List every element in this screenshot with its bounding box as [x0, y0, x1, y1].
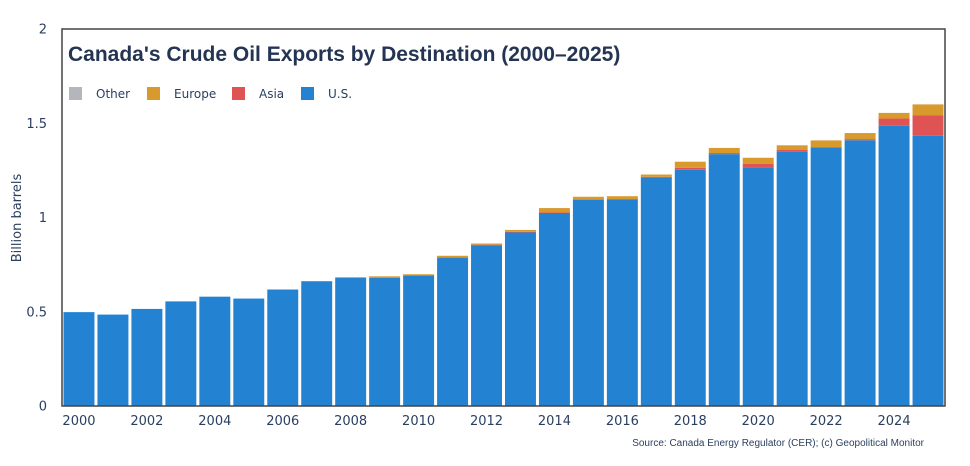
x-tick-label: 2024 — [878, 414, 911, 429]
legend-item-u-s[interactable]: U.S. — [301, 87, 352, 101]
bar-europe-2013 — [505, 229, 536, 232]
bar-u-s-2017 — [640, 177, 672, 406]
bar-u-s-2018 — [674, 169, 706, 406]
bar-u-s-2010 — [403, 275, 435, 406]
bar-u-s-2002 — [131, 308, 163, 406]
bar-u-s-2006 — [267, 289, 299, 406]
bar-asia-2021 — [776, 150, 808, 152]
legend-item-europe[interactable]: Europe — [147, 87, 216, 101]
x-tick-label: 2020 — [742, 414, 775, 429]
bar-asia-2013 — [505, 231, 536, 233]
bar-asia-2016 — [606, 199, 638, 200]
x-tick-label: 2008 — [334, 414, 367, 429]
legend-label: Other — [96, 87, 130, 101]
legend-item-asia[interactable]: Asia — [232, 87, 284, 101]
legend-label: Asia — [259, 87, 284, 101]
x-tick-label: 2010 — [402, 414, 435, 429]
source-note: Source: Canada Energy Regulator (CER); (… — [632, 438, 924, 449]
bar-asia-2024 — [878, 118, 910, 126]
plot-frame — [61, 28, 946, 407]
bar-u-s-2020 — [742, 167, 774, 406]
bar-u-s-2015 — [572, 199, 604, 406]
bar-u-s-2019 — [708, 154, 740, 406]
bar-asia-2025 — [912, 115, 944, 136]
bar-asia-2020 — [742, 163, 774, 168]
x-tick-label: 2018 — [674, 414, 707, 429]
bar-europe-2022 — [810, 140, 842, 147]
bar-u-s-2007 — [301, 281, 333, 406]
legend-item-other[interactable]: Other — [69, 87, 130, 101]
x-tick-label: 2002 — [130, 414, 163, 429]
bar-u-s-2011 — [437, 258, 469, 406]
bar-asia-2019 — [708, 153, 740, 155]
bar-asia-2012 — [471, 244, 502, 246]
bar-asia-2010 — [403, 275, 435, 276]
legend-swatch — [301, 87, 314, 100]
bar-europe-2017 — [640, 174, 672, 177]
bar-europe-2009 — [369, 276, 401, 278]
bar-u-s-2024 — [878, 125, 910, 406]
y-tick-label: 2 — [39, 23, 47, 38]
y-tick-label: 0.5 — [26, 305, 47, 320]
bar-europe-2018 — [674, 161, 706, 168]
bar-u-s-2008 — [335, 277, 367, 406]
bar-u-s-2000 — [63, 312, 95, 406]
chart-title: Canada's Crude Oil Exports by Destinatio… — [68, 43, 620, 66]
y-axis-title: Billion barrels — [10, 174, 25, 263]
legend-swatch — [232, 87, 245, 100]
bar-u-s-2022 — [810, 147, 842, 406]
bar-u-s-2013 — [505, 232, 536, 406]
bar-u-s-2021 — [776, 151, 808, 406]
legend-label: U.S. — [328, 87, 352, 101]
bar-europe-2012 — [471, 243, 502, 245]
bar-asia-2014 — [538, 212, 570, 214]
x-tick-label: 2012 — [470, 414, 503, 429]
x-tick-label: 2000 — [62, 414, 95, 429]
x-tick-label: 2014 — [538, 414, 571, 429]
x-axis: 2000 2002 2004 2006 2008 2010 2012 2014 2016 2018… — [62, 414, 910, 429]
bar-u-s-2016 — [606, 199, 638, 406]
bar-asia-2018 — [674, 167, 706, 170]
bar-europe-2014 — [538, 208, 570, 213]
bar-asia-2009 — [369, 277, 401, 278]
bar-u-s-2001 — [97, 314, 129, 406]
bar-europe-2010 — [403, 274, 435, 276]
x-tick-label: 2006 — [266, 414, 299, 429]
bar-u-s-2005 — [233, 298, 265, 406]
bar-europe-2024 — [878, 112, 910, 119]
bar-asia-2022 — [810, 147, 842, 148]
x-tick-label: 2016 — [606, 414, 639, 429]
bar-asia-2011 — [437, 257, 469, 259]
bar-u-s-2023 — [844, 140, 876, 406]
bar-europe-2023 — [844, 133, 876, 140]
y-tick-label: 0 — [39, 400, 47, 415]
legend-label: Europe — [174, 87, 216, 101]
bar-u-s-2009 — [369, 277, 401, 406]
bar-asia-2023 — [844, 139, 876, 141]
y-axis: 0 0.5 1 1.5 2 — [26, 23, 47, 415]
bars-layer — [63, 104, 944, 406]
bar-u-s-2012 — [471, 245, 502, 406]
legend-swatch — [69, 87, 82, 100]
bar-europe-2016 — [606, 196, 638, 200]
x-tick-label: 2022 — [810, 414, 843, 429]
legend-swatch — [147, 87, 160, 100]
bar-asia-2015 — [572, 199, 604, 200]
bar-europe-2025 — [912, 104, 944, 116]
bar-u-s-2004 — [199, 296, 231, 406]
y-tick-label: 1 — [39, 211, 47, 226]
bar-europe-2015 — [572, 196, 604, 200]
y-tick-label: 1.5 — [26, 117, 47, 132]
bar-u-s-2025 — [912, 135, 944, 406]
bar-u-s-2014 — [538, 212, 570, 406]
bar-europe-2019 — [708, 147, 740, 154]
bar-u-s-2003 — [165, 301, 197, 406]
legend: Other Europe Asia U.S. — [69, 87, 352, 101]
bar-europe-2021 — [776, 145, 808, 151]
bar-europe-2011 — [437, 255, 469, 258]
x-tick-label: 2004 — [198, 414, 231, 429]
bar-europe-2020 — [742, 157, 774, 164]
bar-asia-2017 — [640, 176, 672, 178]
